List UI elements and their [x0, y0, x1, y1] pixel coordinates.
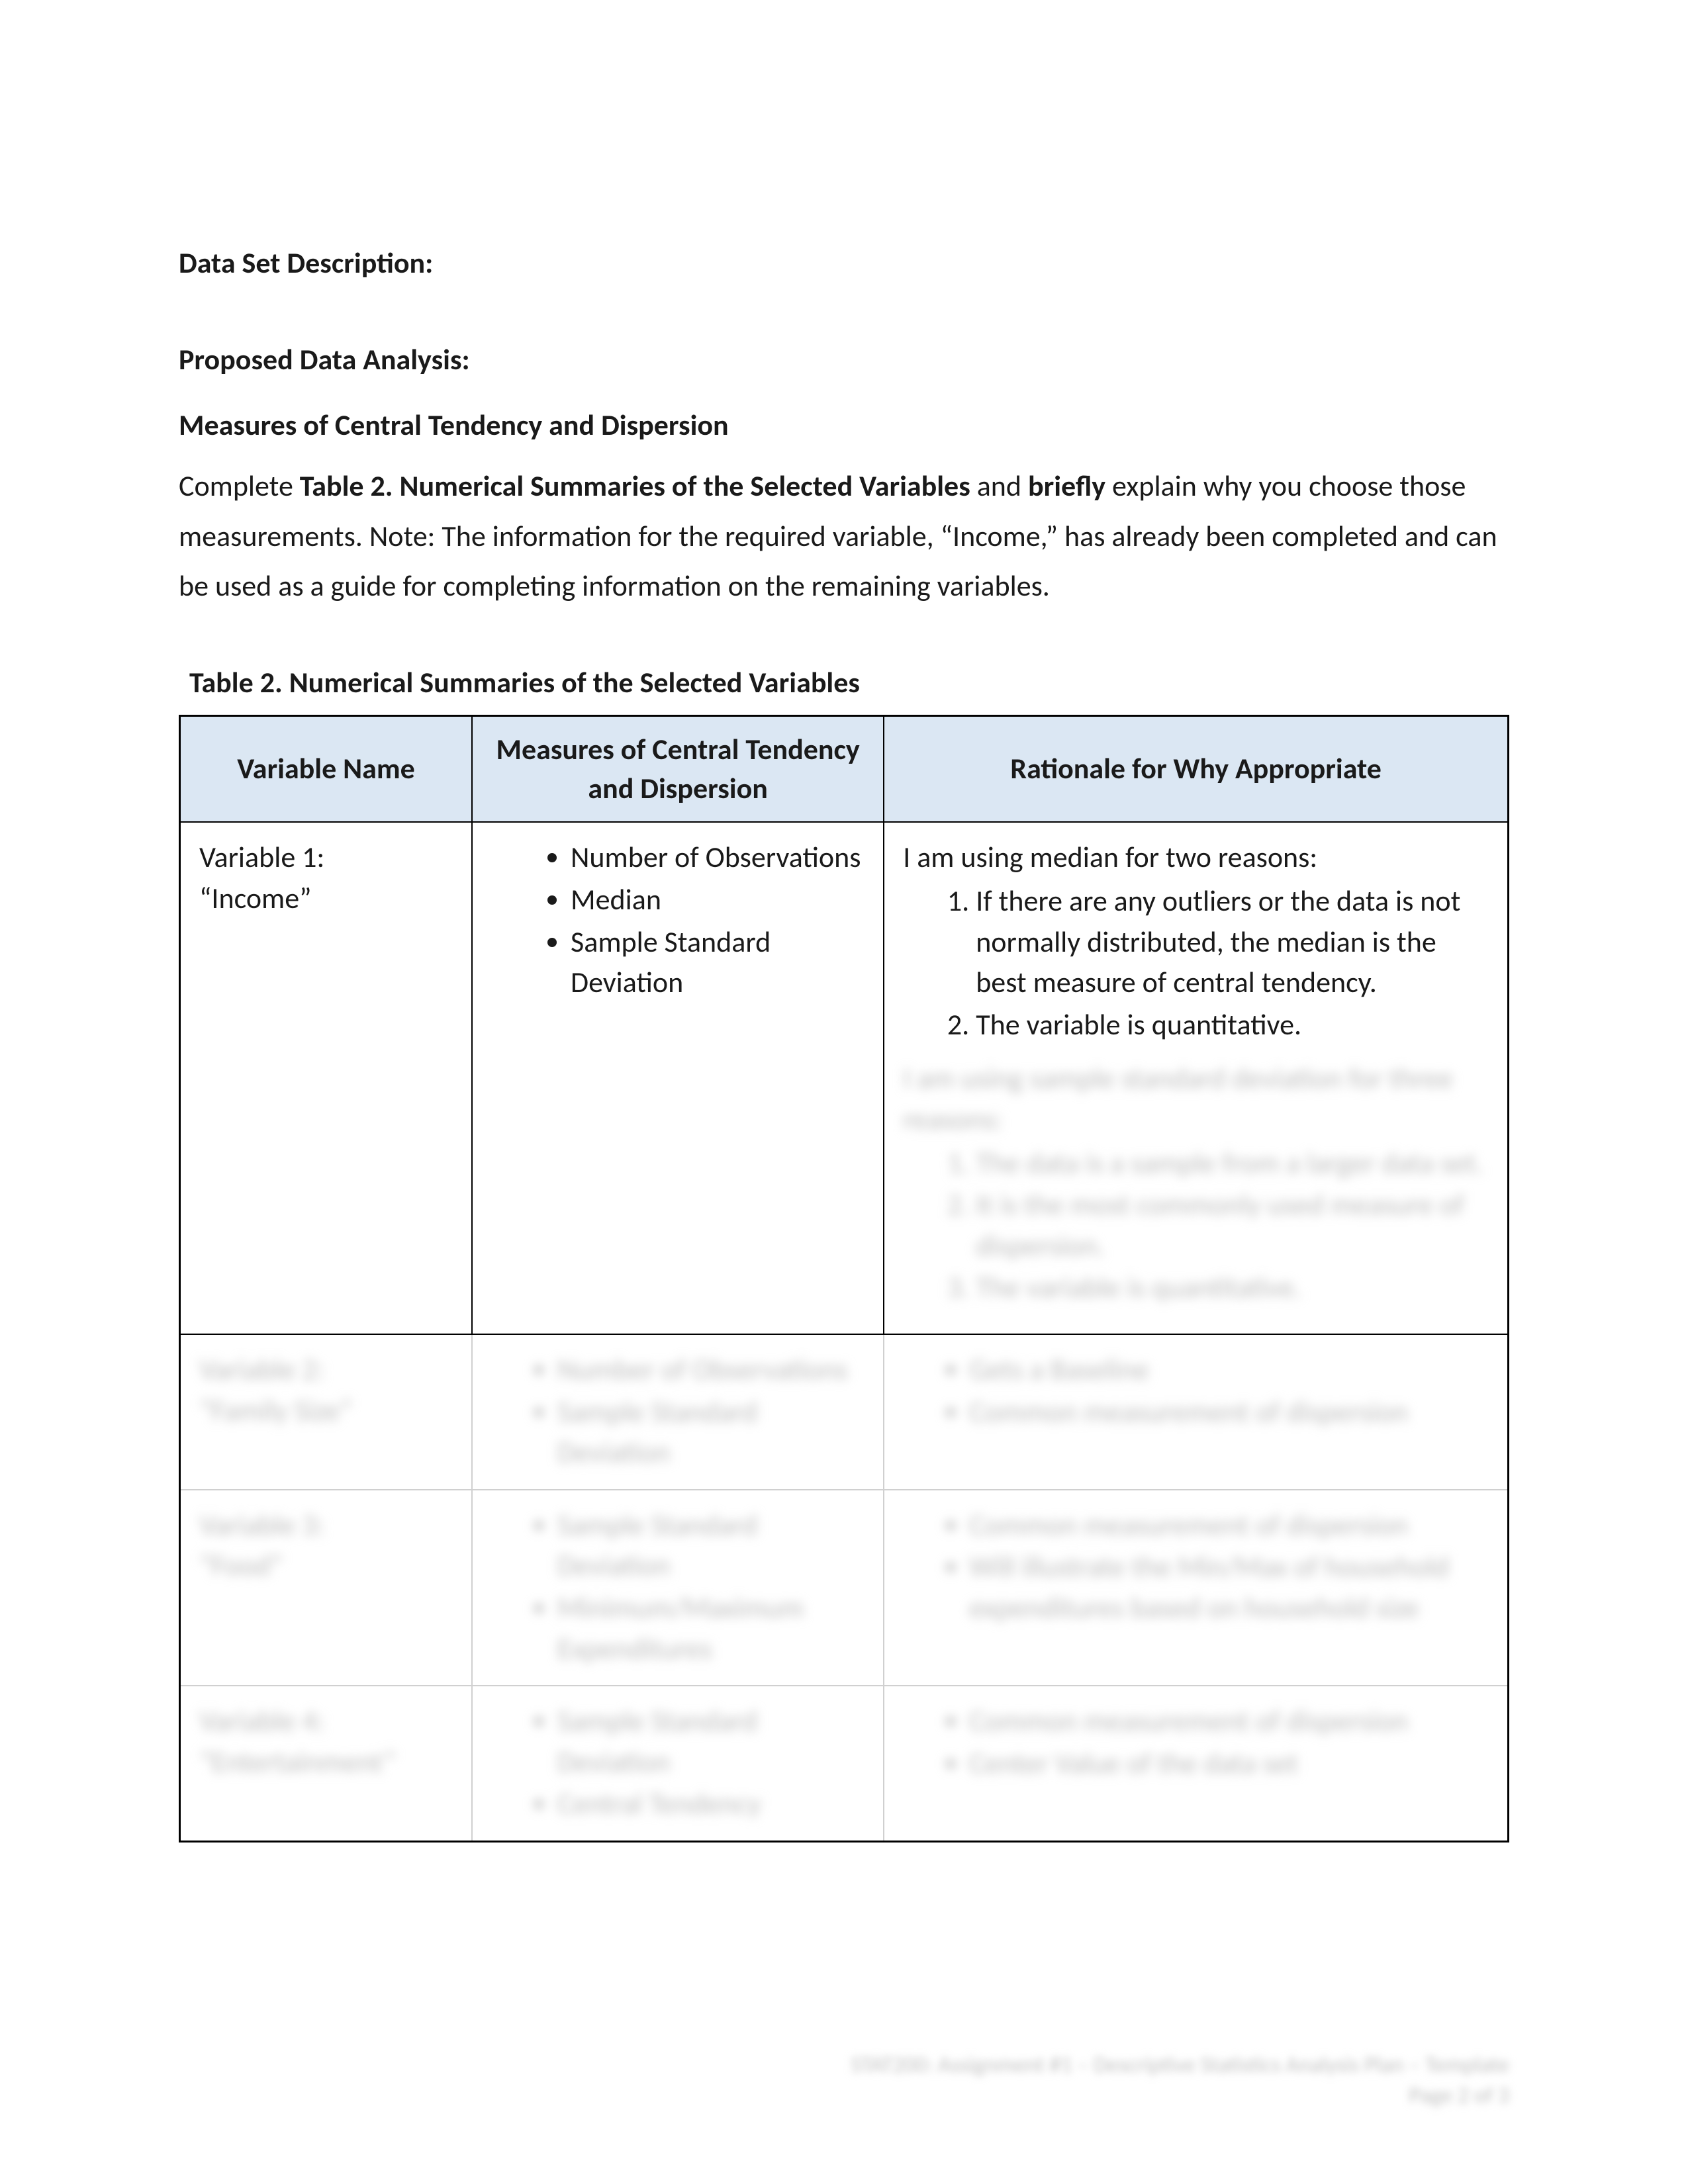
rationale-bullets: Common measurement of dispersion Will il…: [903, 1505, 1489, 1629]
paragraph-mid1: and: [970, 468, 1028, 504]
heading-data-set-description: Data Set Description:: [179, 238, 1509, 289]
variable-label-line1: Variable 3:: [199, 1507, 324, 1543]
measures-list: Sample Standard Deviation Minimum/Maximu…: [491, 1505, 865, 1669]
cell-measures: Sample Standard Deviation Minimum/Maximu…: [472, 1490, 884, 1686]
variable-label-line1: Variable 1:: [199, 839, 324, 875]
measures-list: Number of Observations Sample Standard D…: [491, 1349, 865, 1473]
table-row: Variable 1: “Income” Number of Observati…: [180, 822, 1509, 1334]
page-footer: STAT200: Assignment #1 – Descriptive Sta…: [851, 2050, 1509, 2111]
footer-line2: Page 2 of 3: [851, 2081, 1509, 2111]
rationale-item: Center Value of the data set: [969, 1743, 1489, 1784]
rationale-item: Gets a Baseline: [969, 1349, 1489, 1390]
instruction-paragraph: Complete Table 2. Numerical Summaries of…: [179, 461, 1509, 612]
cell-rationale: Gets a Baseline Common measurement of di…: [884, 1334, 1508, 1490]
table-title: Table 2. Numerical Summaries of the Sele…: [179, 658, 1509, 708]
heading-measures: Measures of Central Tendency and Dispers…: [179, 400, 1509, 451]
cell-variable-name: Variable 2: “Family Size”: [180, 1334, 473, 1490]
measure-item: Sample Standard Deviation: [557, 1505, 865, 1586]
variable-label-line1: Variable 2:: [199, 1351, 324, 1387]
rationale-item: Common measurement of dispersion: [969, 1392, 1489, 1433]
rationale-list: The data is a sample from a larger data …: [903, 1143, 1489, 1308]
th-measures: Measures of Central Tendency and Dispers…: [472, 715, 884, 822]
th-variable-name: Variable Name: [180, 715, 473, 822]
variable-label-line2: “Entertainment”: [199, 1744, 396, 1780]
variable-label-line2: “Income”: [199, 880, 312, 916]
rationale-item: It is the most commonly used measure of …: [976, 1185, 1489, 1266]
cell-rationale: Common measurement of dispersion Center …: [884, 1686, 1508, 1841]
table-row-blurred: Variable 3: “Food” Sample Standard Devia…: [180, 1490, 1509, 1686]
measure-item: Sample Standard Deviation: [557, 1701, 865, 1782]
rationale-item: Common measurement of dispersion: [969, 1701, 1489, 1742]
measure-item: Number of Observations: [571, 837, 865, 878]
rationale-item: Will illustrate the Min/Max of household…: [969, 1547, 1489, 1628]
measure-item: Central Tendency: [557, 1784, 865, 1825]
rationale-item: If there are any outliers or the data is…: [976, 881, 1489, 1003]
rationale-bullets: Gets a Baseline Common measurement of di…: [903, 1349, 1489, 1432]
cell-measures: Sample Standard Deviation Central Tenden…: [472, 1686, 884, 1841]
measure-item: Sample Standard Deviation: [571, 922, 865, 1003]
cell-measures: Number of Observations Median Sample Sta…: [472, 822, 884, 1334]
document-page: Data Set Description: Proposed Data Anal…: [0, 0, 1688, 2184]
paragraph-bold2: briefly: [1028, 468, 1105, 504]
measure-item: Sample Standard Deviation: [557, 1392, 865, 1473]
rationale-item: The data is a sample from a larger data …: [976, 1143, 1489, 1184]
table-row-blurred: Variable 2: “Family Size” Number of Obse…: [180, 1334, 1509, 1490]
cell-rationale: Common measurement of dispersion Will il…: [884, 1490, 1508, 1686]
measures-list: Number of Observations Median Sample Sta…: [491, 837, 865, 1003]
paragraph-bold1: Table 2. Numerical Summaries of the Sele…: [300, 468, 970, 504]
heading-proposed-data-analysis: Proposed Data Analysis:: [179, 335, 1509, 385]
rationale-item: The variable is quantitative.: [976, 1005, 1489, 1046]
measure-item: Number of Observations: [557, 1349, 865, 1390]
rationale-intro: I am using median for two reasons:: [903, 837, 1489, 878]
cell-variable-name: Variable 1: “Income”: [180, 822, 473, 1334]
cell-variable-name: Variable 3: “Food”: [180, 1490, 473, 1686]
cell-measures: Number of Observations Sample Standard D…: [472, 1334, 884, 1490]
cell-variable-name: Variable 4: “Entertainment”: [180, 1686, 473, 1841]
summaries-table: Variable Name Measures of Central Tenden…: [179, 715, 1509, 1843]
rationale-bullets: Common measurement of dispersion Center …: [903, 1701, 1489, 1784]
table-row-blurred: Variable 4: “Entertainment” Sample Stand…: [180, 1686, 1509, 1841]
rationale-list: If there are any outliers or the data is…: [903, 881, 1489, 1045]
table-header-row: Variable Name Measures of Central Tenden…: [180, 715, 1509, 822]
measure-item: Median: [571, 880, 865, 921]
variable-label-line1: Variable 4:: [199, 1703, 324, 1739]
rationale-intro: I am using sample standard deviation for…: [903, 1058, 1489, 1140]
rationale-block-blurred: I am using sample standard deviation for…: [903, 1058, 1489, 1308]
footer-line1: STAT200: Assignment #1 – Descriptive Sta…: [851, 2050, 1509, 2081]
variable-label-line2: “Family Size”: [199, 1392, 352, 1428]
cell-rationale: I am using median for two reasons: If th…: [884, 822, 1508, 1334]
measures-list: Sample Standard Deviation Central Tenden…: [491, 1701, 865, 1825]
rationale-item: Common measurement of dispersion: [969, 1505, 1489, 1546]
paragraph-prefix: Complete: [179, 468, 300, 504]
measure-item: Minimum/Maximum Expenditures: [557, 1588, 865, 1669]
variable-label-line2: “Food”: [199, 1547, 283, 1583]
th-rationale: Rationale for Why Appropriate: [884, 715, 1508, 822]
rationale-item: The variable is quantitative.: [976, 1267, 1489, 1308]
